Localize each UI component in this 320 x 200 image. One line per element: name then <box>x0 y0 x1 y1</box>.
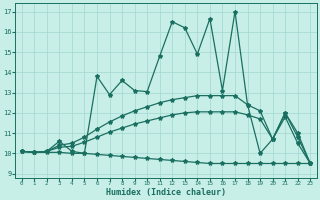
X-axis label: Humidex (Indice chaleur): Humidex (Indice chaleur) <box>106 188 226 197</box>
